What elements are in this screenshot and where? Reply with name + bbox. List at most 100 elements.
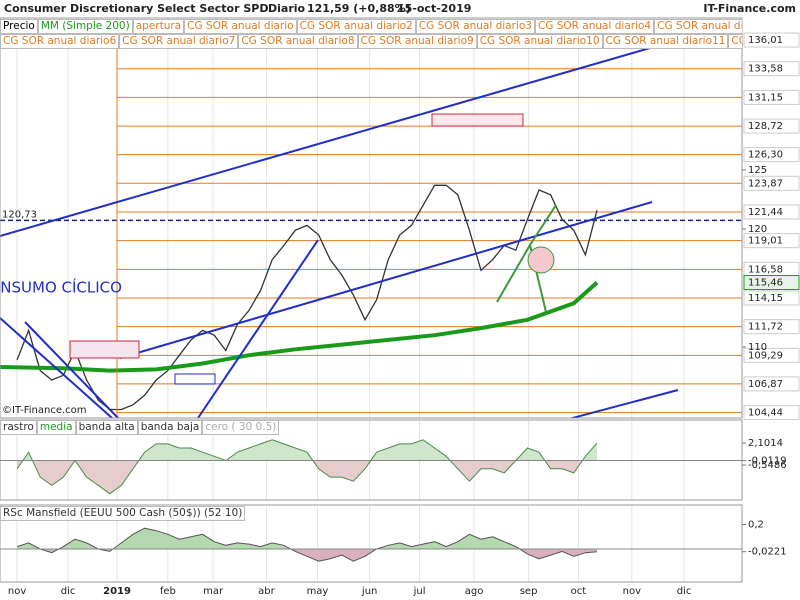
drawings: [0, 47, 679, 418]
legend-item: CG SOR anual diario9: [357, 34, 477, 49]
x-tick-label: jun: [361, 586, 377, 597]
legend-item: banda baja: [137, 420, 203, 435]
marker: [527, 246, 555, 274]
tick-box: [743, 376, 800, 392]
main-plot: [0, 39, 742, 414]
x-tick-label: feb: [160, 586, 176, 597]
frame: [0, 504, 743, 583]
legend-item: RSc Mansfield (EEUU 500 Cash (50$)) (52 …: [0, 506, 246, 521]
x-tick-label: mar: [203, 586, 224, 597]
legend: Precio MM (Simple 200) apertura CG SOR anua…: [0, 19, 742, 34]
legend-item: media: [36, 420, 76, 435]
tick-box: [743, 347, 800, 363]
y-tick-label: 116,58: [748, 264, 783, 275]
x-tick-label: dic: [61, 586, 76, 597]
tick-box: [743, 319, 800, 335]
y-tick-label: 0,2: [748, 520, 764, 531]
reference-label: 120,73: [2, 209, 37, 220]
legend-item: CG SOR anual diario7: [119, 34, 239, 49]
x-tick-label: ago: [465, 586, 484, 597]
trendline: [197, 239, 319, 418]
legend-item: CG SOR anual diario4: [534, 19, 655, 34]
x-tick-label: nov: [623, 586, 641, 597]
tick-box: [743, 32, 800, 48]
value-label: 115,46: [748, 278, 783, 289]
trendline: [0, 317, 113, 418]
tick-box: [743, 175, 800, 191]
tick-box: [743, 61, 800, 77]
legend-item: CG SOR anual diario: [184, 19, 297, 34]
legend-item: CG SOR anual diario8: [238, 34, 358, 49]
tick-box: [743, 290, 800, 306]
x-tick-label: oct: [571, 586, 587, 597]
tick-box: [743, 118, 800, 134]
y-tick-label: 128,72: [748, 121, 783, 132]
legend-item: CG SOR anual diario11: [602, 34, 729, 49]
legend-item: rastro: [0, 420, 37, 435]
y-tick-label: -0,0119: [748, 456, 787, 467]
area-up: [17, 528, 597, 549]
zone: [431, 113, 524, 127]
y-tick-label: 131,15: [748, 92, 783, 103]
brand: IT-Finance.com: [703, 2, 796, 15]
y-tick-label: 106,87: [748, 379, 783, 390]
legend-item: Precio: [0, 19, 38, 34]
y-tick-label: 120: [748, 224, 767, 235]
x-tick-label: nov: [8, 586, 26, 597]
legend: RSc Mansfield (EEUU 500 Cash (50$)) (52 …: [0, 506, 742, 521]
y-tick-label: 104,44: [748, 408, 783, 419]
tick-box: [743, 147, 800, 163]
series-line: [16, 439, 598, 495]
zone: [174, 373, 216, 385]
tick-box: [743, 233, 800, 249]
legend-item: CG SOR anual diario10: [476, 34, 603, 49]
y-tick-label: 136,01: [748, 35, 783, 46]
trendline: [0, 47, 651, 237]
period: Diario: [268, 2, 306, 15]
title: Consumer Discretionary Select Sector SPD: [4, 2, 268, 15]
zone: [69, 340, 140, 359]
area-up: [22, 439, 597, 461]
legend-item: CG SOR anual diario6: [0, 34, 120, 49]
tick-box: [743, 204, 800, 220]
y-tick-label: 133,58: [748, 64, 783, 75]
y-tick-label: 125: [748, 165, 767, 176]
y-tick-label: 114,15: [748, 293, 783, 304]
y-tick-label: 123,87: [748, 178, 783, 189]
y-tick-label: 126,30: [748, 150, 783, 161]
trendline: [119, 201, 653, 359]
x-tick-label: may: [307, 586, 329, 597]
y-tick-label: 111,72: [748, 322, 783, 333]
annotation: CONSUMO CÍCLICO: [0, 278, 122, 297]
frame: [0, 17, 743, 419]
date: 15-oct-2019: [397, 2, 471, 15]
legend-item: CG SOR anual diario5: [654, 19, 742, 34]
watermark: ©IT-Finance.com: [2, 405, 87, 416]
legend-item: CG SOR anual di: [728, 34, 742, 49]
tick-box: [743, 89, 800, 105]
legend-item: banda alta: [75, 420, 138, 435]
legend-item: CG SOR anual diario2: [296, 19, 416, 34]
series-line: [0, 281, 599, 373]
trendline: [24, 321, 119, 418]
y-tick-label: -0,5486: [748, 460, 787, 471]
tick-box: [743, 405, 800, 421]
y-tick-label: 109,29: [748, 350, 783, 361]
legend-item: CG SOR anual diario3: [415, 19, 535, 34]
y-tick-label: 119,01: [748, 236, 783, 247]
trendline: [568, 389, 679, 418]
area-down: [17, 549, 597, 562]
legend-item: cero ( 30 0.5): [202, 420, 280, 435]
legend: rastro media banda alta banda baja cero ( 30…: [0, 420, 742, 435]
y-tick-label: 110: [748, 342, 767, 353]
series-line: [16, 184, 598, 411]
x-tick-label: dic: [677, 586, 692, 597]
price: 121,59 (+0,88%): [307, 2, 411, 15]
x-tick-label: abr: [258, 586, 275, 597]
value-box: [743, 275, 800, 291]
x-tick-label: 2019: [103, 586, 131, 597]
legend-item: MM (Simple 200): [37, 19, 133, 34]
y-tick-label: 121,44: [748, 207, 783, 218]
